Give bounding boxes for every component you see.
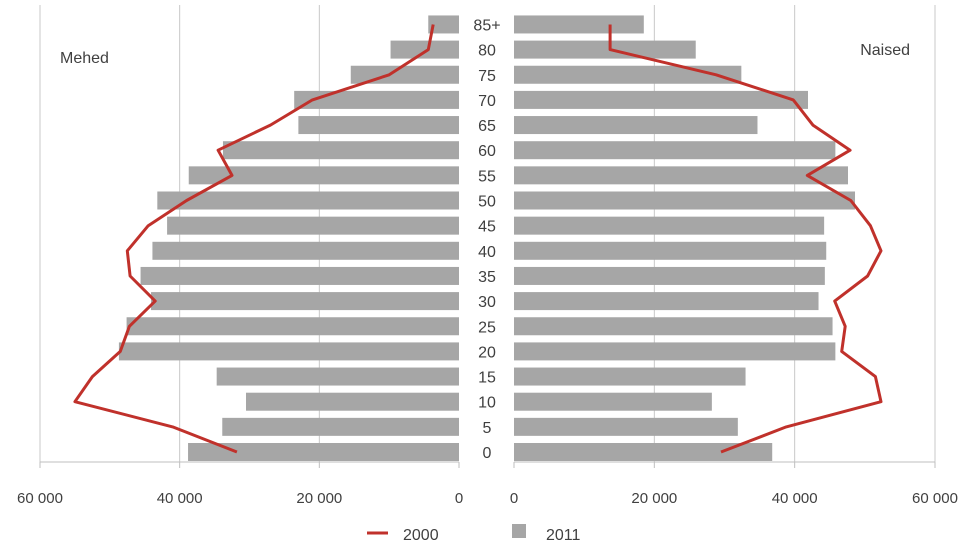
bar-male-80 bbox=[390, 40, 459, 59]
bar-male-85+ bbox=[428, 15, 459, 34]
age-group-labels: 0 5 10 15 20 25 30 35 40 45 50 55 60 65 70 75 80 85+ bbox=[473, 17, 500, 462]
bar-swatch-icon bbox=[512, 524, 526, 538]
age-label-70: 70 bbox=[478, 93, 496, 110]
age-label-40: 40 bbox=[478, 244, 496, 261]
x-tick-label-right-0: 0 bbox=[510, 490, 518, 507]
bar-female-55 bbox=[514, 166, 848, 185]
bar-female-50 bbox=[514, 191, 856, 210]
age-label-55: 55 bbox=[478, 168, 496, 185]
bar-female-15 bbox=[514, 367, 746, 386]
bar-female-80 bbox=[514, 40, 696, 59]
x-tick-label-left-0: 60 000 bbox=[17, 490, 63, 507]
legend: 2000 2011 bbox=[367, 524, 581, 543]
bar-female-0 bbox=[514, 443, 773, 461]
bar-male-10 bbox=[246, 392, 459, 411]
bar-male-50 bbox=[157, 191, 459, 210]
age-label-0: 0 bbox=[483, 445, 492, 462]
bar-male-35 bbox=[140, 266, 459, 285]
bar-male-15 bbox=[216, 367, 459, 386]
bar-female-70 bbox=[514, 90, 808, 109]
bar-female-85+ bbox=[514, 15, 644, 34]
line-female-2000 bbox=[608, 24, 883, 454]
bar-male-70 bbox=[294, 90, 459, 109]
x-tick-label-right-2: 40 000 bbox=[772, 490, 818, 507]
bar-female-60 bbox=[514, 141, 836, 160]
bar-male-45 bbox=[167, 216, 459, 235]
age-label-20: 20 bbox=[478, 344, 496, 361]
bar-female-25 bbox=[514, 317, 833, 336]
age-label-45: 45 bbox=[478, 219, 496, 236]
age-label-10: 10 bbox=[478, 395, 496, 412]
bar-male-55 bbox=[188, 166, 459, 185]
age-label-65: 65 bbox=[478, 118, 496, 135]
x-tick-label-right-1: 20 000 bbox=[631, 490, 677, 507]
x-tick-label-left-1: 40 000 bbox=[157, 490, 203, 507]
age-label-25: 25 bbox=[478, 319, 496, 336]
age-label-15: 15 bbox=[478, 370, 496, 387]
bar-series-2011 bbox=[118, 15, 856, 461]
bar-female-75 bbox=[514, 65, 742, 84]
bar-male-40 bbox=[152, 241, 459, 260]
age-label-5: 5 bbox=[483, 420, 492, 437]
bar-male-65 bbox=[298, 116, 459, 135]
x-tick-label-left-3: 0 bbox=[455, 490, 463, 507]
line-series-2000 bbox=[73, 24, 883, 454]
legend-label-2011: 2011 bbox=[546, 527, 581, 543]
bar-female-65 bbox=[514, 116, 758, 135]
bar-male-0 bbox=[188, 443, 459, 461]
bar-female-20 bbox=[514, 342, 836, 361]
x-tick-label-left-2: 20 000 bbox=[296, 490, 342, 507]
legend-label-2000: 2000 bbox=[403, 527, 439, 543]
bar-female-10 bbox=[514, 392, 712, 411]
bar-female-30 bbox=[514, 292, 819, 311]
bar-female-40 bbox=[514, 241, 827, 260]
age-label-85+: 85+ bbox=[473, 17, 500, 34]
bar-female-35 bbox=[514, 266, 825, 285]
age-label-35: 35 bbox=[478, 269, 496, 286]
bar-male-60 bbox=[222, 141, 459, 160]
line-male-2000 bbox=[73, 24, 435, 454]
bar-female-45 bbox=[514, 216, 825, 235]
age-label-30: 30 bbox=[478, 294, 496, 311]
age-label-60: 60 bbox=[478, 143, 496, 160]
bar-female-5 bbox=[514, 417, 738, 436]
x-tick-label-right-3: 60 000 bbox=[912, 490, 958, 507]
bar-male-5 bbox=[222, 417, 459, 436]
bar-male-25 bbox=[126, 317, 460, 336]
bar-male-20 bbox=[118, 342, 459, 361]
age-label-80: 80 bbox=[478, 43, 496, 60]
left-panel-label: Mehed bbox=[60, 50, 109, 67]
right-panel-label: Naised bbox=[860, 42, 910, 59]
age-label-50: 50 bbox=[478, 194, 496, 211]
age-label-75: 75 bbox=[478, 68, 496, 85]
bar-male-30 bbox=[151, 292, 459, 311]
axes: 60 000 40 000 20 000 0 0 20 000 40 000 60 000 bbox=[17, 461, 958, 507]
